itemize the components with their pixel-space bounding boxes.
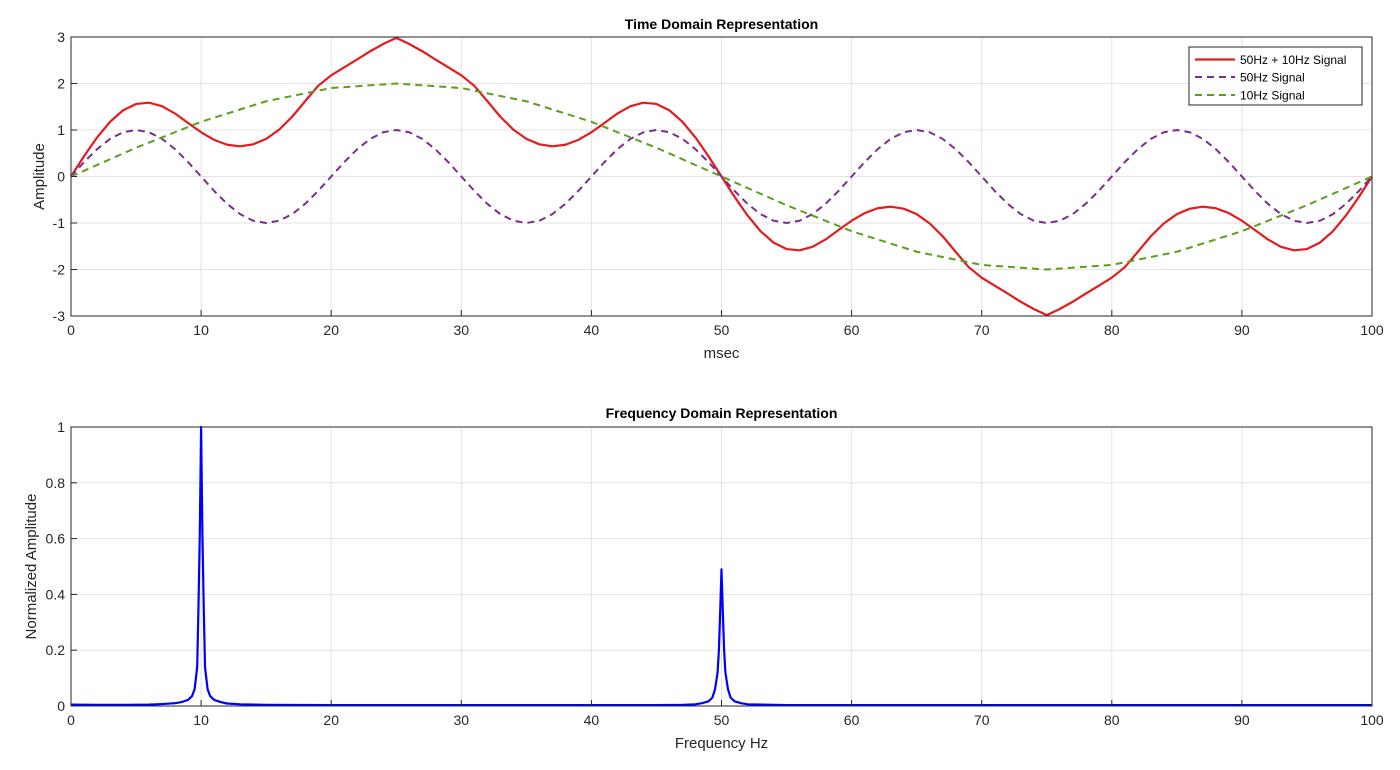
frequency-domain-series (70, 425, 1372, 707)
frequency-domain-xtick-label: 30 (454, 712, 470, 728)
time-domain-xtick-label: 40 (584, 322, 600, 338)
time-domain-xlabel: msec (704, 345, 740, 362)
frequency-domain-xtick-label: 20 (323, 712, 339, 728)
time-domain-xtick-label: 100 (1360, 322, 1384, 338)
frequency-domain-ylabel: Normalized Amplitude (23, 494, 40, 640)
time-domain-xtick-label: 0 (67, 322, 75, 338)
legend-label-10hz: 10Hz Signal (1240, 89, 1305, 103)
time-domain-legend: 50Hz + 10Hz Signal 50Hz Signal 10Hz Sign… (1188, 46, 1363, 106)
time-domain-xtick-label: 70 (974, 322, 990, 338)
time-domain-xtick-label: 80 (1104, 322, 1120, 338)
frequency-domain-ticks: 0 10 20 30 40 50 60 70 80 90 100 0 0.2 0.4 0.6 0.8 1 (46, 419, 1384, 728)
frequency-domain-axes: 0 10 20 30 40 50 60 70 80 90 100 0 0.2 0.4 0.6 0.8 1 Fre… (23, 405, 1384, 752)
frequency-domain-ytick-label: 0.8 (46, 475, 66, 491)
frequency-domain-xtick-label: 50 (714, 712, 730, 728)
frequency-domain-xtick-label: 100 (1360, 712, 1384, 728)
time-domain-ytick-label: 1 (57, 122, 65, 138)
frequency-domain-xtick-label: 10 (193, 712, 209, 728)
time-domain-ylabel: Amplitude (31, 143, 48, 210)
time-domain-series-line-3 (70, 82, 1373, 271)
frequency-domain-xtick-label: 80 (1104, 712, 1120, 728)
frequency-domain-ytick-label: 0.6 (46, 531, 66, 547)
frequency-domain-ytick-label: 1 (57, 419, 65, 435)
time-domain-ytick-label: -3 (53, 308, 66, 324)
time-domain-ytick-label: -2 (53, 262, 66, 278)
time-domain-series-line-2 (70, 129, 1373, 224)
frequency-domain-title: Frequency Domain Representation (606, 405, 838, 421)
time-domain-ytick-label: 0 (57, 169, 65, 185)
frequency-domain-xtick-label: 90 (1234, 712, 1250, 728)
legend-box (1188, 46, 1363, 106)
time-domain-ytick-label: 3 (57, 29, 65, 45)
time-domain-ytick-label: -1 (53, 215, 66, 231)
time-domain-series (70, 36, 1373, 317)
legend-label-combined: 50Hz + 10Hz Signal (1240, 53, 1346, 67)
time-domain-title: Time Domain Representation (625, 16, 818, 32)
frequency-domain-xlabel: Frequency Hz (675, 735, 768, 752)
time-domain-ytick-label: 2 (57, 76, 65, 92)
frequency-domain-ytick-label: 0.2 (46, 642, 66, 658)
frequency-domain-xtick-label: 40 (584, 712, 600, 728)
time-domain-xtick-label: 30 (454, 322, 470, 338)
frequency-domain-series-line-1 (70, 425, 1372, 707)
frequency-domain-ytick-label: 0 (57, 698, 65, 714)
time-domain-xtick-label: 90 (1234, 322, 1250, 338)
legend-label-50hz: 50Hz Signal (1240, 71, 1305, 85)
time-domain-xtick-label: 20 (323, 322, 339, 338)
time-domain-xtick-label: 50 (714, 322, 730, 338)
frequency-domain-xtick-label: 70 (974, 712, 990, 728)
frequency-domain-xtick-label: 60 (844, 712, 860, 728)
time-domain-xtick-label: 10 (193, 322, 209, 338)
time-domain-xtick-label: 60 (844, 322, 860, 338)
time-domain-ticks: 0 10 20 30 40 50 60 70 80 90 100 -3 -2 -1 0 1 2 3 (53, 29, 1384, 338)
frequency-domain-ytick-label: 0.4 (46, 586, 66, 602)
frequency-domain-xtick-label: 0 (67, 712, 75, 728)
time-domain-axes: 0 10 20 30 40 50 60 70 80 90 100 -3 -2 -1 0 1 2 3 Time Do… (31, 16, 1384, 362)
